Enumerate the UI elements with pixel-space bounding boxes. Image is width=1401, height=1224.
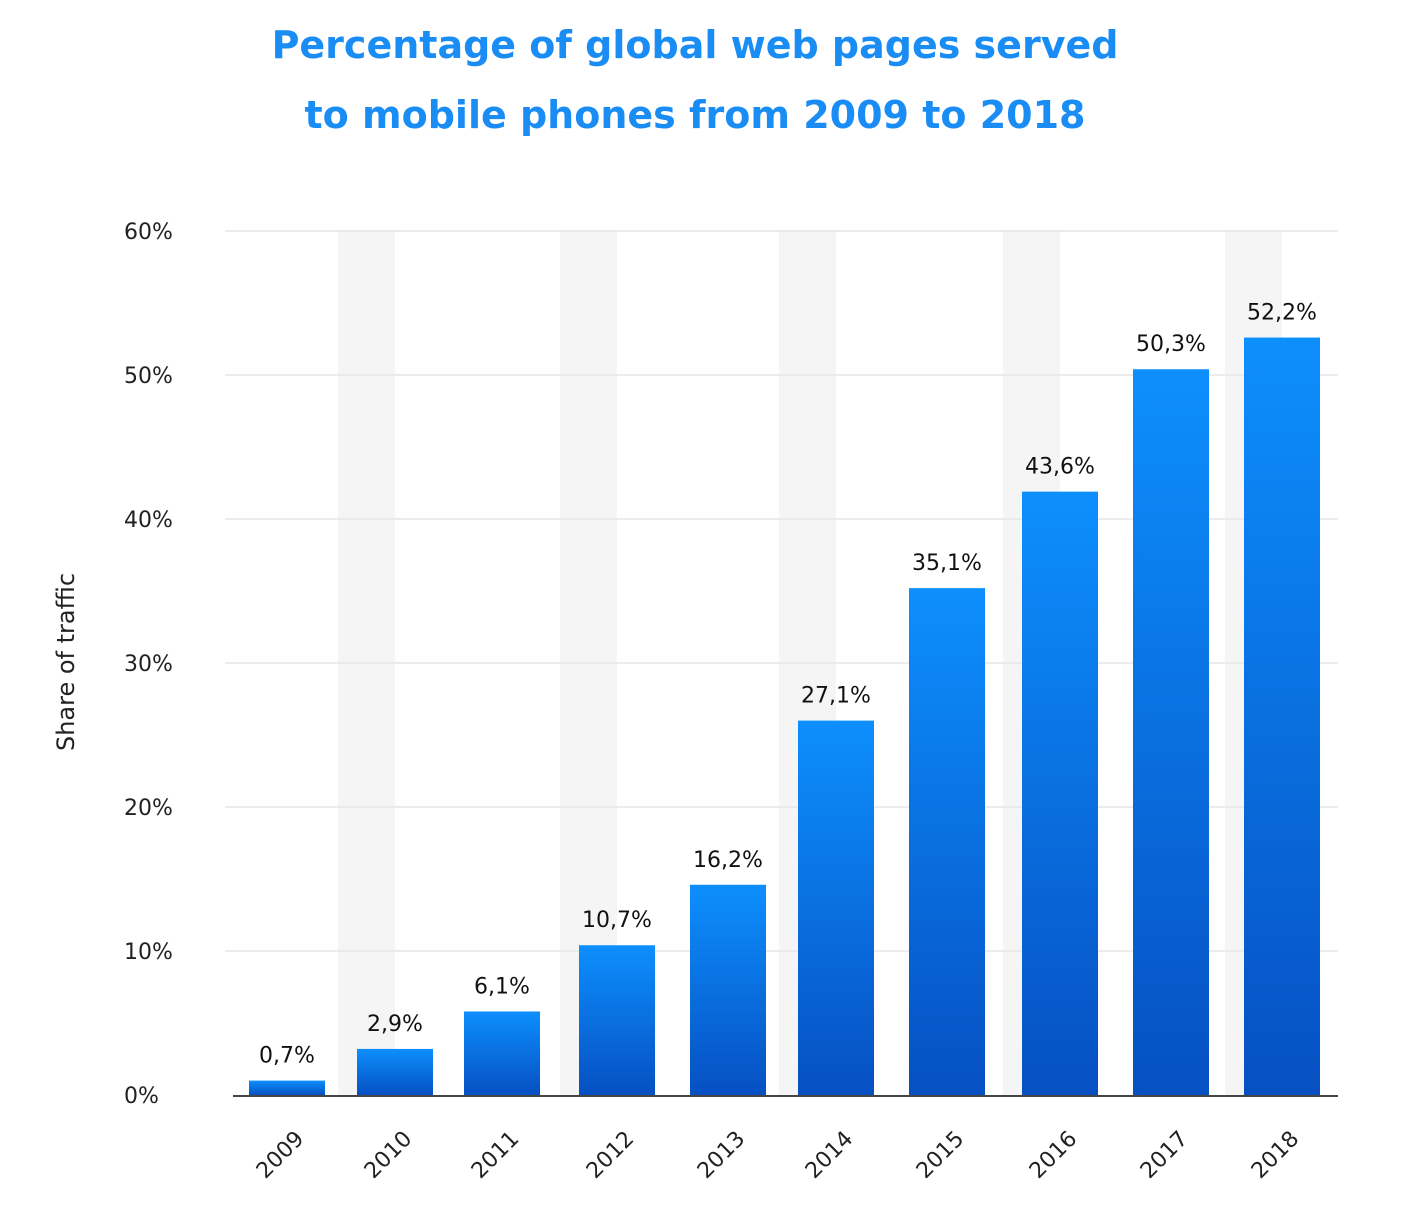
bar-2018 bbox=[1244, 337, 1320, 1095]
x-tick-label: 2010 bbox=[360, 1127, 417, 1184]
x-tick-label: 2018 bbox=[1247, 1127, 1304, 1184]
y-tick-label: 0% bbox=[124, 1084, 159, 1109]
x-axis-ticks: 2009 2010 2011 2012 2013 2014 2015 2016 2017 2018 bbox=[252, 1127, 1304, 1184]
data-label-2014: 27,1% bbox=[801, 684, 871, 709]
x-tick-label: 2017 bbox=[1136, 1127, 1193, 1184]
bars bbox=[249, 337, 1320, 1095]
bar-2013 bbox=[690, 884, 766, 1095]
x-tick-label: 2014 bbox=[801, 1127, 858, 1184]
data-label-2017: 50,3% bbox=[1136, 332, 1206, 357]
y-tick-label: 10% bbox=[124, 940, 173, 965]
y-tick-label: 20% bbox=[124, 796, 173, 821]
data-label-2015: 35,1% bbox=[912, 551, 982, 576]
bar-2009 bbox=[249, 1080, 325, 1095]
data-label-2013: 16,2% bbox=[693, 848, 763, 873]
chart-title-line-2: to mobile phones from 2009 to 2018 bbox=[304, 93, 1086, 137]
x-tick-label: 2013 bbox=[693, 1127, 750, 1184]
bar-2017 bbox=[1133, 369, 1209, 1095]
bar-2016 bbox=[1022, 491, 1098, 1095]
data-label-2016: 43,6% bbox=[1025, 455, 1095, 480]
x-tick-label: 2011 bbox=[467, 1127, 524, 1184]
y-tick-label: 60% bbox=[124, 220, 173, 245]
data-label-2009: 0,7% bbox=[259, 1044, 315, 1069]
chart-title: Percentage of global web pages served to… bbox=[0, 10, 1390, 150]
data-label-2018: 52,2% bbox=[1247, 301, 1317, 326]
x-tick-label: 2012 bbox=[582, 1127, 639, 1184]
bar-2011 bbox=[464, 1011, 540, 1095]
data-labels: 0,7% 2,9% 6,1% 10,7% 16,2% 27,1% 35,1% 43,6% 50,… bbox=[259, 301, 1317, 1069]
chart-title-line-1: Percentage of global web pages served bbox=[271, 23, 1119, 67]
y-tick-label: 40% bbox=[124, 508, 173, 533]
data-label-2012: 10,7% bbox=[582, 908, 652, 933]
data-label-2011: 6,1% bbox=[474, 974, 530, 999]
x-tick-label: 2016 bbox=[1025, 1127, 1082, 1184]
bar-2012 bbox=[579, 945, 655, 1095]
bar-2014 bbox=[798, 720, 874, 1095]
x-tick-label: 2009 bbox=[252, 1127, 309, 1184]
x-tick-label: 2015 bbox=[912, 1127, 969, 1184]
y-tick-label: 50% bbox=[124, 364, 173, 389]
y-tick-label: 30% bbox=[124, 652, 173, 677]
y-axis-ticks: 0% 10% 20% 30% 40% 50% 60% bbox=[124, 220, 173, 1109]
y-axis-label: Share of traffic bbox=[52, 573, 80, 751]
data-label-2010: 2,9% bbox=[367, 1012, 423, 1037]
bar-2010 bbox=[357, 1048, 433, 1095]
bar-2015 bbox=[909, 588, 985, 1095]
